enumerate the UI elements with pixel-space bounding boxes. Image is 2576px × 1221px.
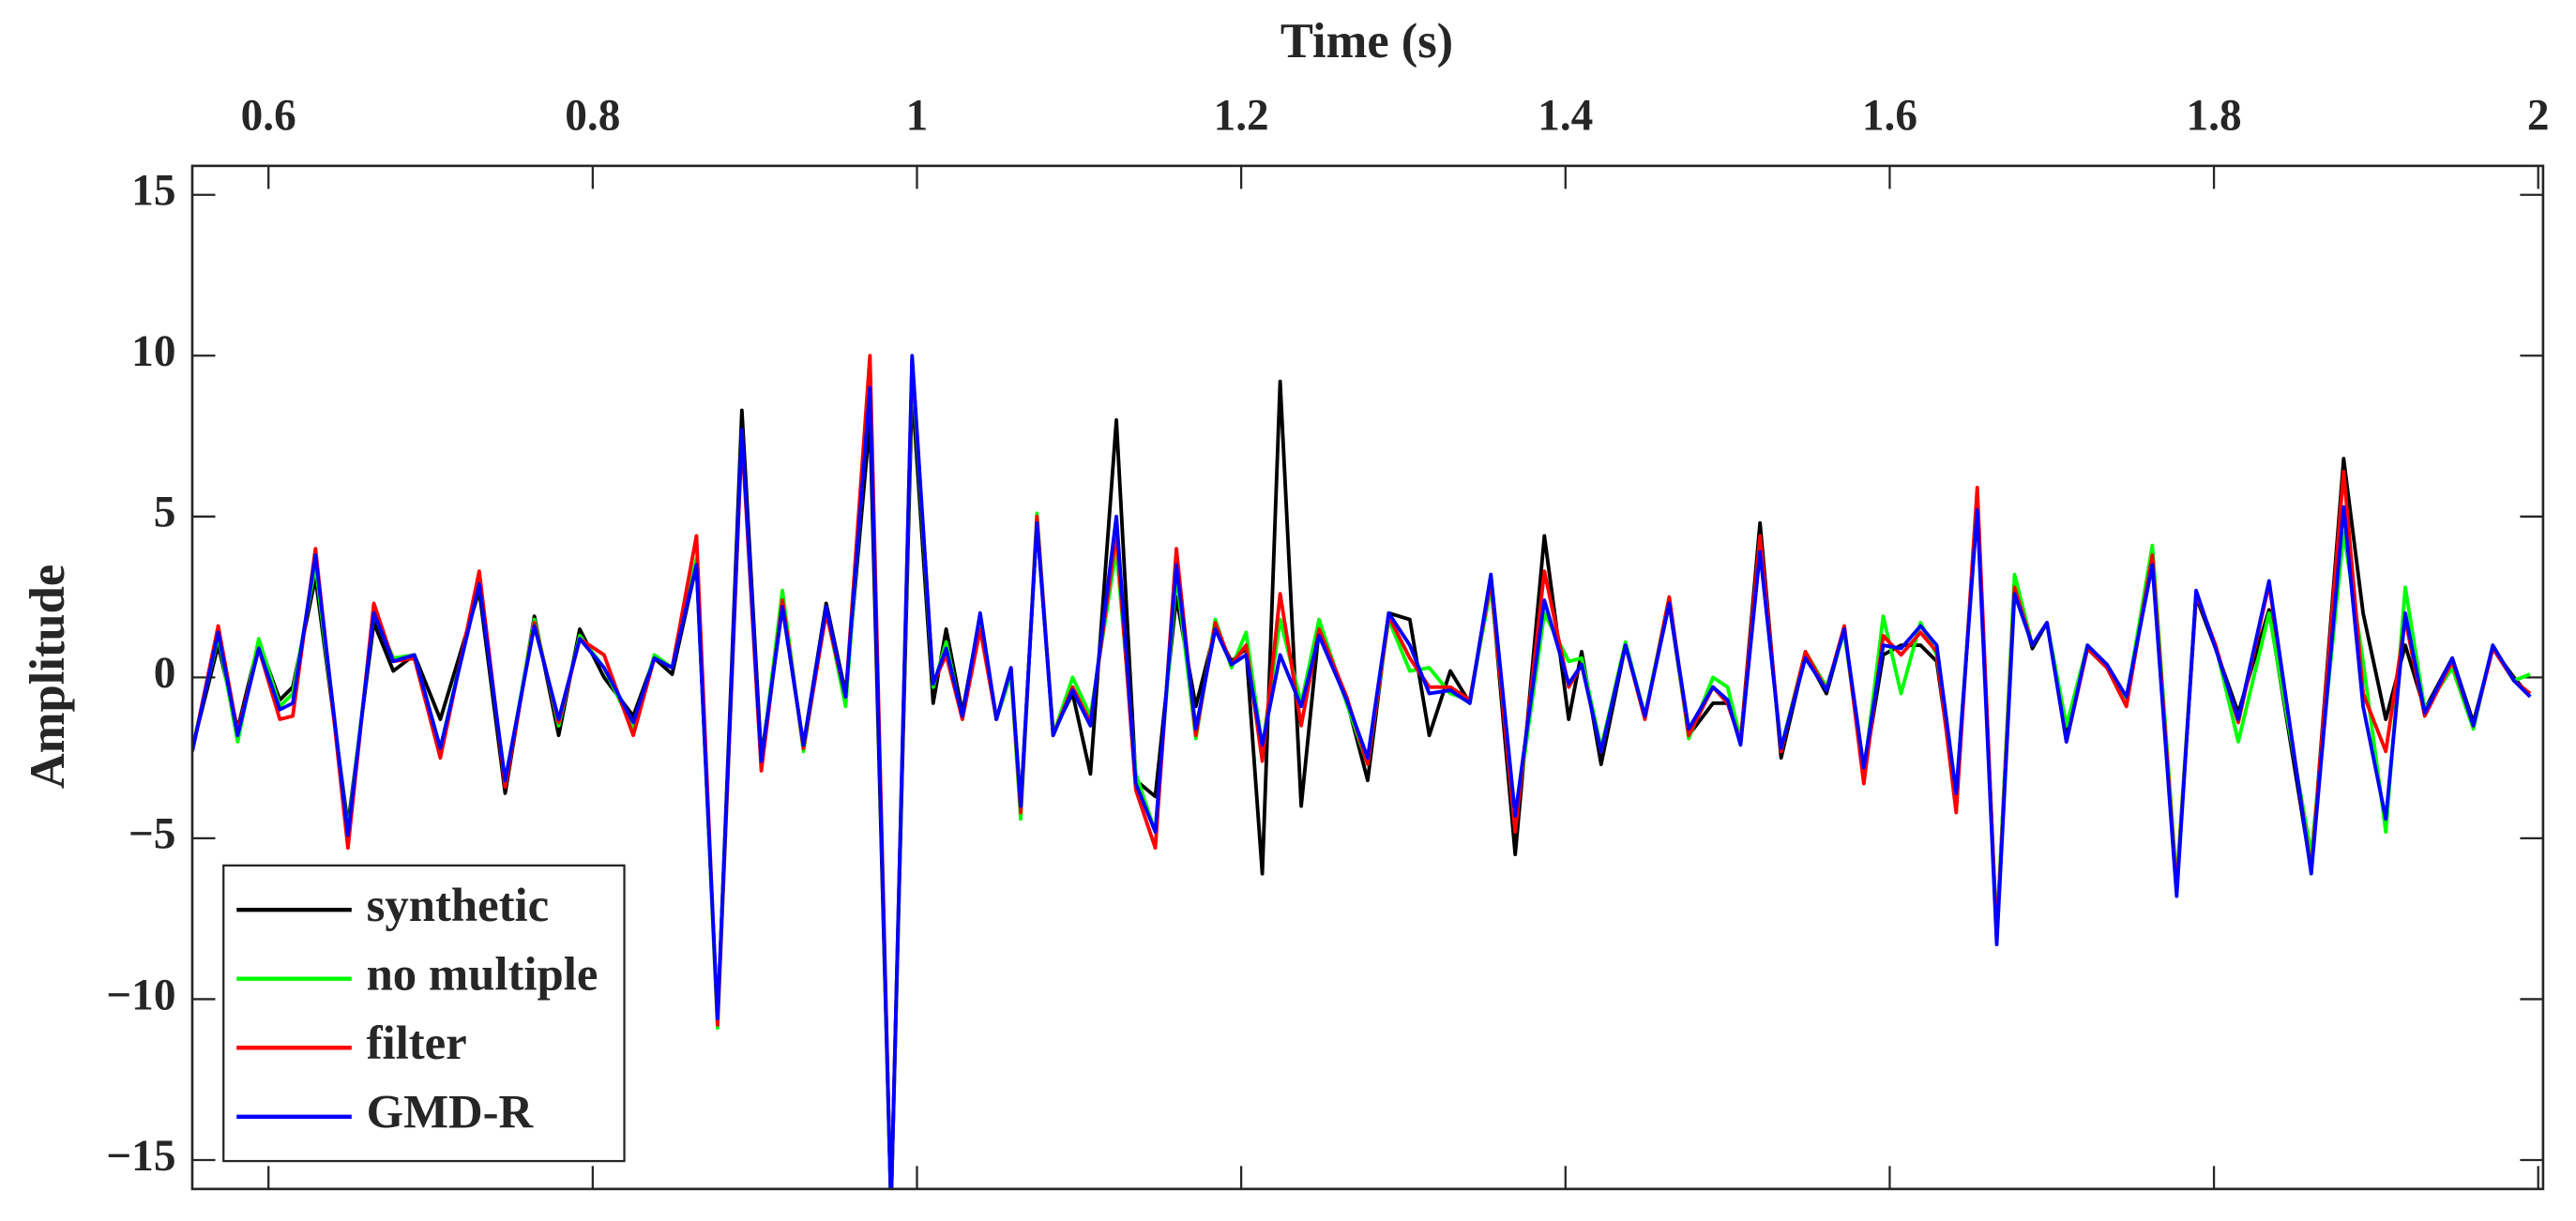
x-tick-label: 1.2: [1214, 92, 1269, 141]
x-tick-label: 0.6: [241, 92, 296, 141]
x-tick-label: 1.4: [1538, 92, 1593, 141]
legend-label: no multiple: [367, 947, 599, 1000]
x-axis-label: Time (s): [1280, 14, 1453, 68]
legend-label: GMD-R: [367, 1085, 535, 1138]
y-tick-label: 15: [131, 167, 175, 216]
legend-label: filter: [367, 1017, 467, 1069]
series-line: [191, 354, 2532, 1189]
x-tick-label: 1.6: [1862, 92, 1917, 141]
y-tick-label: 5: [154, 489, 176, 537]
plot-frame: [190, 164, 2545, 1191]
y-tick-label: 0: [154, 649, 176, 698]
y-tick-label: −5: [129, 810, 176, 859]
y-tick-label: −15: [106, 1132, 175, 1181]
y-axis-label: Amplitude: [21, 565, 75, 789]
plot-area: [191, 354, 2532, 1189]
legend-label: synthetic: [367, 879, 550, 931]
x-tick-label: 0.8: [565, 92, 620, 141]
legend-box: [222, 864, 626, 1163]
y-tick-label: 10: [131, 327, 175, 376]
x-tick-label: 2: [2527, 92, 2550, 141]
y-tick-label: −10: [106, 971, 175, 1019]
x-tick-label: 1: [906, 92, 929, 141]
x-tick-label: 1.8: [2187, 92, 2242, 141]
